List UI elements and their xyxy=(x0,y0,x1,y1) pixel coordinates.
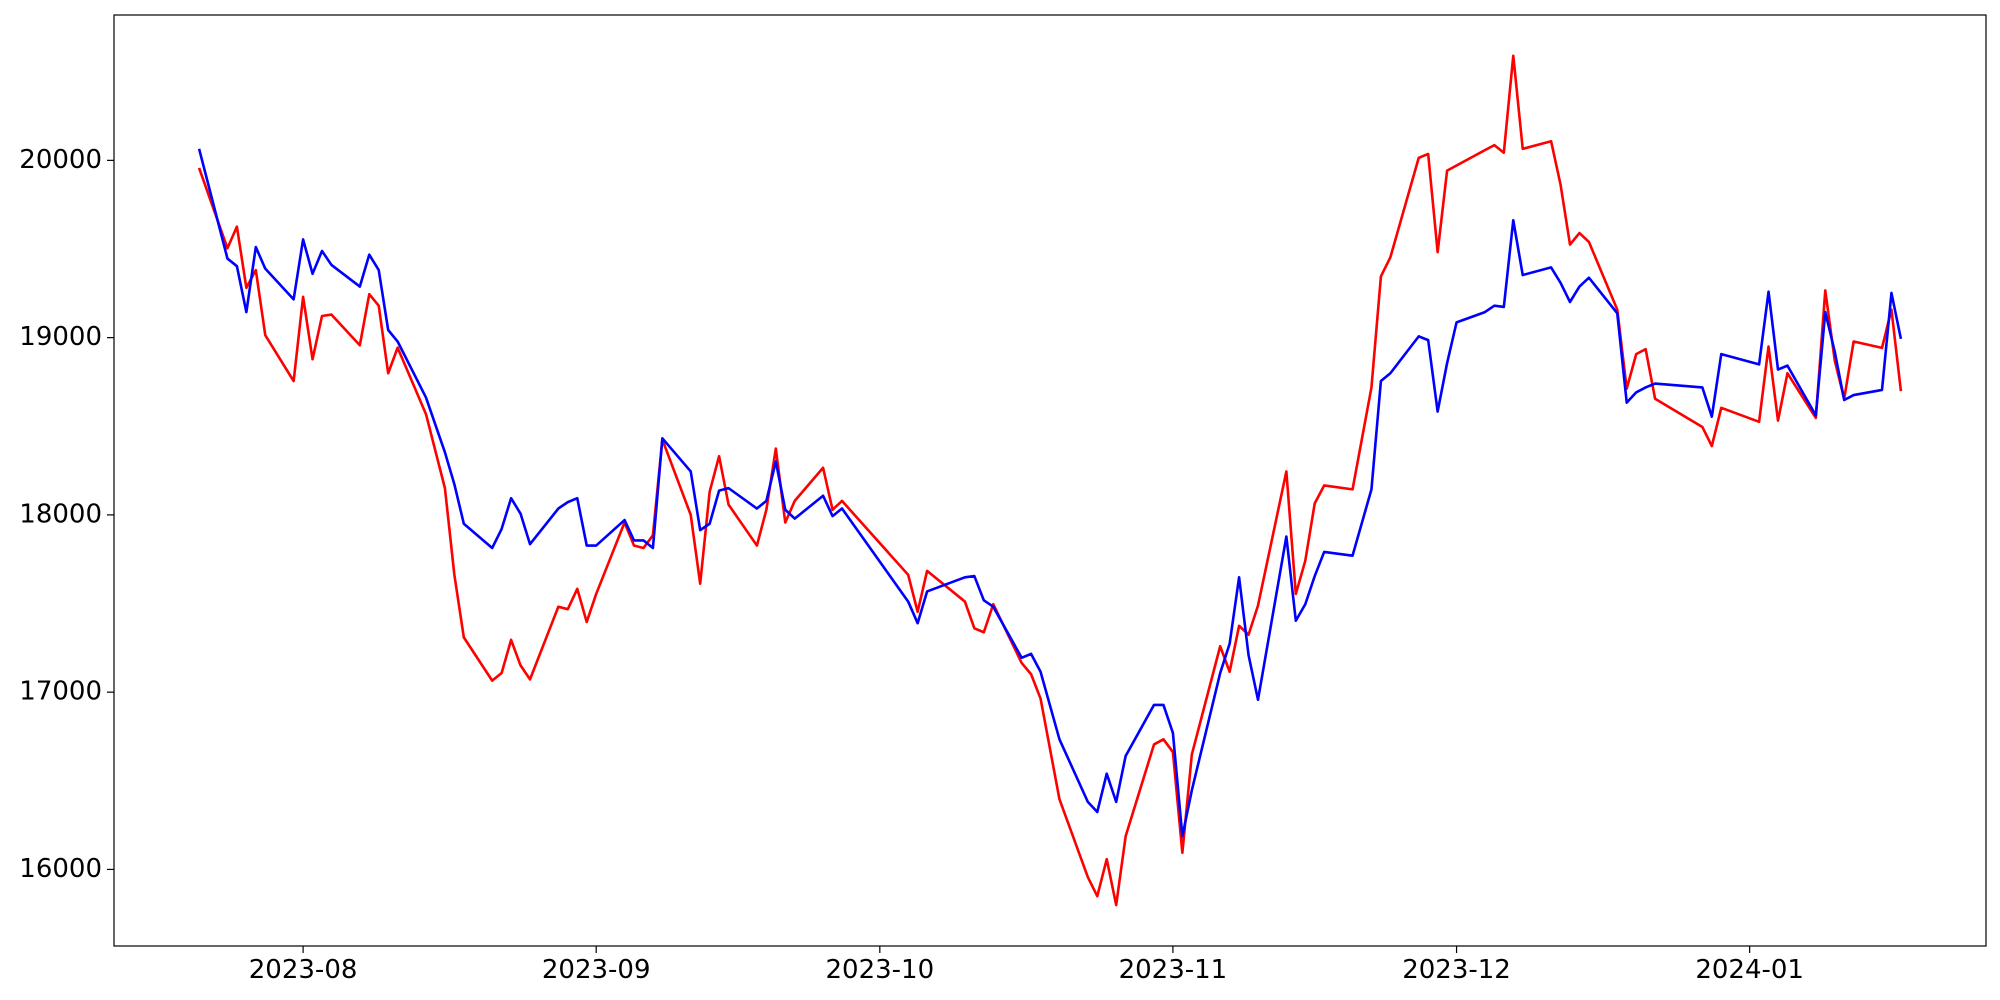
y-tick-label: 20000 xyxy=(19,145,102,175)
x-tick-label: 2023-11 xyxy=(1119,955,1228,985)
plot-frame xyxy=(113,14,1987,947)
x-tick-label: 2024-01 xyxy=(1695,955,1804,985)
x-tick-label: 2023-12 xyxy=(1402,955,1511,985)
y-tick-label: 18000 xyxy=(19,499,102,529)
y-tick-label: 16000 xyxy=(19,854,102,884)
series-line xyxy=(197,54,1903,907)
y-tick-label: 17000 xyxy=(19,677,102,707)
series-line xyxy=(197,148,1903,838)
x-tick-label: 2023-10 xyxy=(825,955,934,985)
y-tick-label: 19000 xyxy=(19,322,102,352)
x-tick-label: 2023-08 xyxy=(249,955,358,985)
x-tick-label: 2023-09 xyxy=(542,955,651,985)
